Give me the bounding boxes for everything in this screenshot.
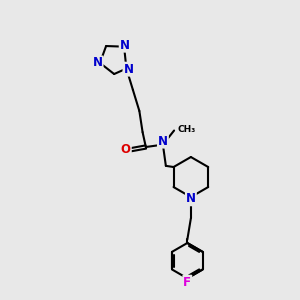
Text: N: N: [186, 192, 196, 205]
Text: N: N: [93, 56, 103, 69]
Text: CH₃: CH₃: [178, 125, 196, 134]
Text: F: F: [183, 276, 191, 289]
Text: O: O: [121, 143, 131, 156]
Text: N: N: [158, 135, 168, 148]
Text: N: N: [120, 39, 130, 52]
Text: N: N: [124, 63, 134, 76]
